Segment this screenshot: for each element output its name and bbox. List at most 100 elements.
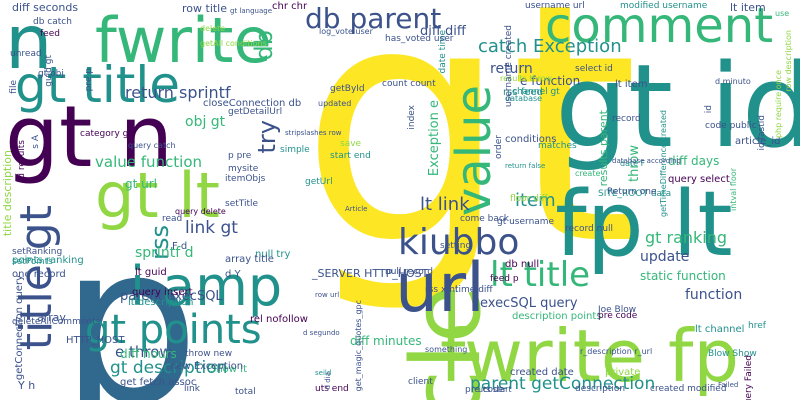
cloud-word: query delete: [175, 207, 226, 216]
cloud-word: _SERVER HTTP_HOST: [312, 267, 429, 280]
cloud-word: database: [505, 94, 543, 103]
cloud-word: array title: [225, 254, 274, 265]
cloud-word: gt obj: [38, 69, 64, 79]
cloud-word: uts start: [478, 385, 512, 394]
cloud-word: diff hours: [120, 347, 177, 361]
cloud-word: lt guid: [135, 267, 167, 278]
cloud-word: feed: [40, 29, 60, 39]
cloud-word: Show It: [210, 364, 248, 375]
cloud-word: d Y: [225, 269, 241, 280]
cloud-word: gt id: [555, 40, 800, 174]
cloud-word: item: [515, 190, 556, 211]
cloud-word: p pre: [228, 151, 252, 161]
cloud-word: lt channel: [695, 324, 745, 335]
cloud-word: id results: [17, 140, 27, 182]
cloud-word: get_magic_quotes_gpc: [354, 300, 363, 392]
cloud-word: link gt: [185, 218, 238, 238]
cloud-word: db null: [505, 259, 540, 270]
cloud-word: username url: [525, 1, 585, 11]
cloud-word: floor diff: [510, 194, 548, 204]
cloud-word: description: [575, 384, 626, 394]
cloud-word: row title: [182, 2, 228, 15]
cloud-word: function: [685, 287, 743, 303]
cloud-word: getUrl: [305, 177, 333, 187]
cloud-word: uts end: [315, 384, 349, 394]
cloud-word: deleteAllComments: [12, 317, 101, 327]
cloud-word: simple: [280, 145, 310, 155]
cloud-word: gt points: [85, 307, 262, 353]
cloud-word: diff diff: [420, 24, 466, 39]
cloud-word: pre p: [84, 68, 94, 92]
cloud-word: modified username: [620, 1, 708, 11]
cloud-word: new Exception: [170, 361, 244, 372]
cloud-word: count count: [382, 79, 436, 89]
cloud-word: id lastid: [757, 115, 767, 151]
cloud-word: diff minutes: [350, 334, 422, 348]
cloud-word: gt title: [15, 56, 180, 114]
cloud-word: kiubbo: [398, 222, 520, 263]
cloud-word: rss xml: [425, 285, 458, 295]
cloud-word: intval floor: [729, 168, 738, 211]
cloud-word: updated: [318, 99, 352, 108]
cloud-word: setRanking: [12, 247, 63, 257]
cloud-word: obj gt: [185, 114, 226, 130]
cloud-word: SITE_ROOT data: [598, 189, 672, 199]
cloud-word: php require once: [774, 70, 783, 139]
cloud-word: index: [407, 105, 417, 130]
cloud-word: lt link: [420, 194, 470, 215]
cloud-word: Failed: [718, 381, 739, 389]
cloud-word: lt title: [490, 255, 591, 295]
cloud-word: conditions: [505, 134, 557, 145]
cloud-word: username created: [504, 25, 514, 108]
cloud-word: fwrite fp: [440, 314, 740, 398]
cloud-word: get fetch assoc: [120, 377, 197, 388]
cloud-word: s A: [31, 135, 41, 149]
cloud-word: points ranking: [12, 255, 84, 266]
cloud-word: private: [605, 367, 641, 378]
cloud-word: url: [395, 249, 485, 328]
cloud-word: link: [184, 384, 200, 394]
cloud-word: row description: [784, 30, 793, 92]
cloud-word: query catch: [128, 141, 176, 150]
cloud-word: try: [253, 120, 281, 154]
cloud-word: read: [162, 214, 183, 224]
cloud-word: lt description: [128, 297, 194, 308]
cloud-word: closeConnection db: [203, 98, 302, 109]
cloud-word: return false: [505, 162, 546, 170]
cloud-word: order: [494, 135, 504, 159]
cloud-word: stripslashes row: [285, 129, 342, 137]
cloud-word: file: [9, 80, 19, 94]
cloud-word: value function: [95, 153, 203, 171]
cloud-word: e throw: [115, 343, 172, 361]
cloud-word: pre code: [598, 311, 638, 321]
cloud-word: matches: [538, 141, 577, 151]
cloud-word: execSQL query: [480, 296, 578, 311]
cloud-word: d minuto: [715, 77, 751, 86]
cloud-word: setTitle: [225, 199, 259, 209]
cloud-word: create: [575, 169, 601, 178]
cloud-word: Blow Show: [708, 349, 757, 359]
cloud-word: record: [612, 114, 641, 124]
cloud-word: id: [704, 105, 714, 114]
cloud-word: feed p: [490, 274, 519, 284]
cloud-word: getDetailUrl: [228, 107, 283, 117]
cloud-word: setPoints: [12, 257, 53, 267]
cloud-word: db catch: [33, 17, 72, 27]
cloud-word: results throw: [500, 74, 553, 83]
cloud-word: gt: [300, 0, 639, 317]
cloud-word: something: [425, 345, 468, 354]
cloud-word: one record: [12, 269, 66, 280]
cloud-word: has_voted user: [385, 34, 454, 44]
cloud-word: query select: [668, 174, 730, 185]
cloud-word: select id: [575, 64, 613, 74]
cloud-word: description points: [512, 311, 602, 322]
cloud-word: use: [775, 9, 790, 18]
cloud-word: parent getConnection: [470, 374, 656, 394]
cloud-word: diff seconds: [12, 1, 79, 14]
cloud-word: null try: [255, 249, 291, 260]
cloud-word: getConnection query: [14, 275, 25, 381]
cloud-word: F d: [172, 241, 188, 252]
cloud-word: p: [60, 197, 200, 400]
cloud-word: HTTP_HOST: [66, 335, 125, 346]
